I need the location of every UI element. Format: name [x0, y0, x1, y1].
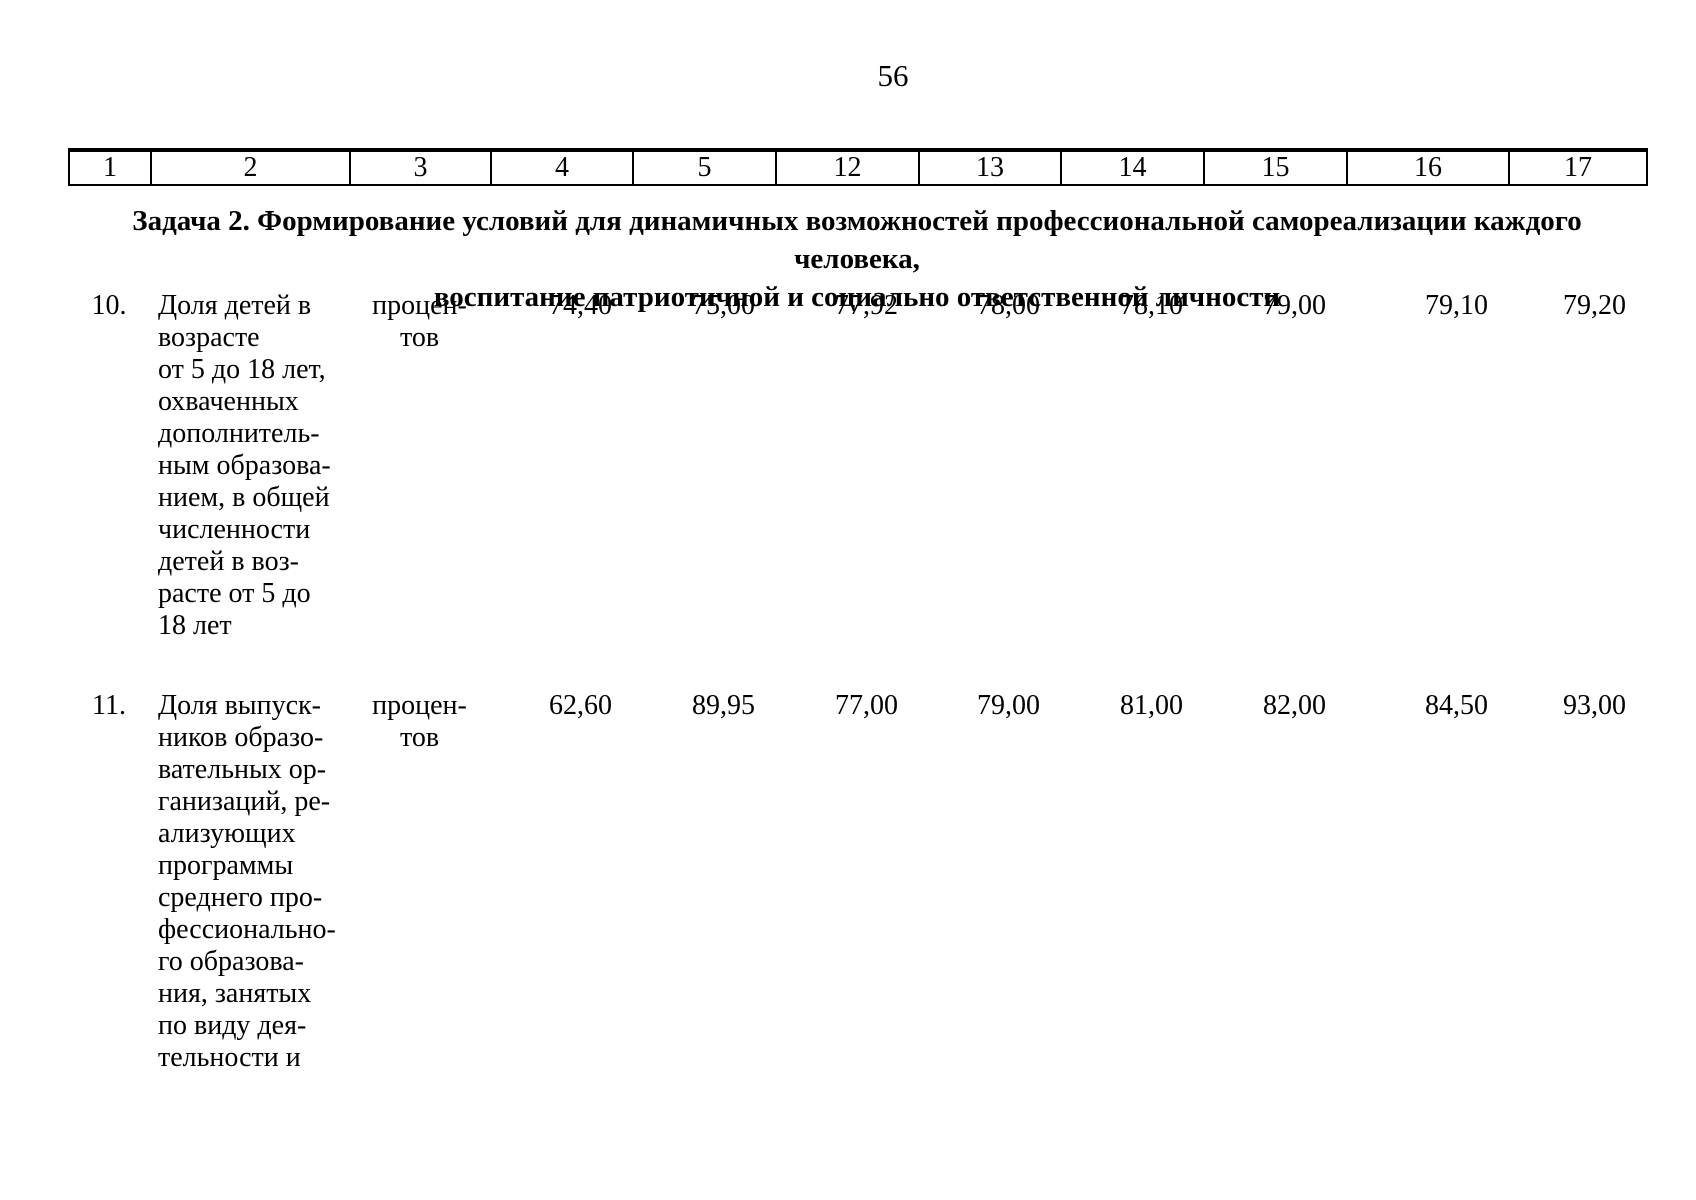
- header-cell: 2: [150, 149, 351, 186]
- value-cell: 79,00: [977, 690, 1040, 721]
- value-cell: 89,95: [692, 690, 755, 721]
- value-cell: 79,20: [1563, 290, 1626, 321]
- header-cell: 17: [1508, 149, 1648, 186]
- indicator-name-cell: Доля выпуск- ников образо- вательных ор-…: [158, 690, 336, 1073]
- value-cell: 62,60: [549, 690, 612, 721]
- row-number-cell: 11.: [92, 690, 126, 721]
- unit-cell: процен- тов: [372, 690, 467, 753]
- value-cell: 78,10: [1120, 290, 1183, 321]
- table-row-11: 11. Доля выпуск- ников образо- вательных…: [68, 642, 1646, 1074]
- value-cell: 84,50: [1425, 690, 1488, 721]
- value-cell: 82,00: [1263, 690, 1326, 721]
- value-cell: 77,92: [835, 290, 898, 321]
- indicator-name-cell: Доля детей в возрасте от 5 до 18 лет, ох…: [158, 290, 331, 641]
- page-number: 56: [877, 58, 909, 93]
- section-title-line-1: Задача 2. Формирование условий для динам…: [132, 205, 1582, 275]
- row-number-cell: 10.: [91, 290, 127, 321]
- header-cell: 1: [68, 149, 152, 186]
- table-row-10: 10. Доля детей в возрасте от 5 до 18 лет…: [68, 290, 1646, 642]
- header-cell: 12: [775, 149, 920, 186]
- header-cell: 16: [1346, 149, 1510, 186]
- indicator-table-body: 10. Доля детей в возрасте от 5 до 18 лет…: [68, 290, 1646, 1074]
- header-cell: 15: [1203, 149, 1348, 186]
- value-cell: 81,00: [1120, 690, 1183, 721]
- column-number-header-row: 1 2 3 4 5 12 13 14 15 16 17: [68, 148, 1648, 186]
- header-cell: 4: [490, 149, 634, 186]
- value-cell: 77,00: [835, 690, 898, 721]
- unit-cell: процен- тов: [372, 290, 467, 353]
- section-title: Задача 2. Формирование условий для динам…: [68, 202, 1646, 316]
- header-cell: 13: [918, 149, 1062, 186]
- header-cell: 14: [1060, 149, 1205, 186]
- value-cell: 74,40: [549, 290, 612, 321]
- value-cell: 79,00: [1263, 290, 1326, 321]
- value-cell: 93,00: [1563, 690, 1626, 721]
- header-row: 1 2 3 4 5 12 13 14 15 16 17: [68, 149, 1648, 186]
- header-cell: 3: [349, 149, 492, 186]
- section-title-line-2: воспитание патриотичной и социально отве…: [433, 281, 1281, 313]
- value-cell: 75,00: [692, 290, 755, 321]
- value-cell: 79,10: [1425, 290, 1488, 321]
- header-cell: 5: [632, 149, 777, 186]
- value-cell: 78,00: [977, 290, 1040, 321]
